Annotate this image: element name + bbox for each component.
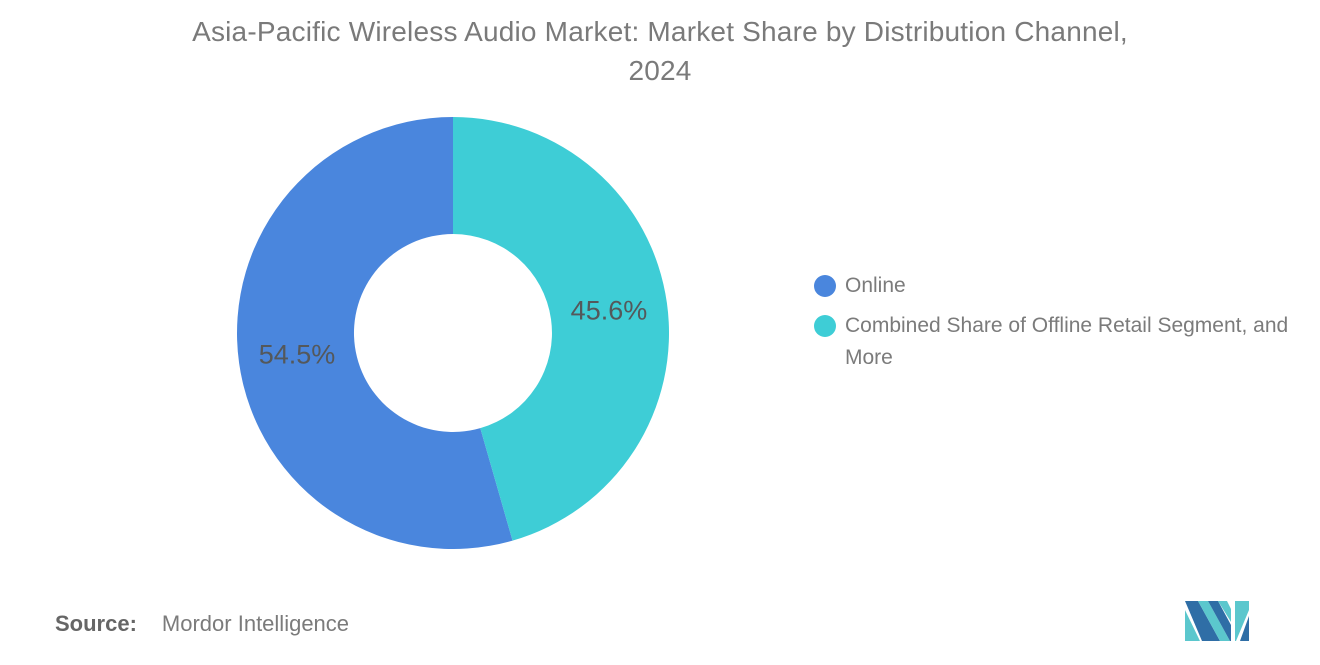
slice-label-offline-retail: 45.6% (570, 295, 648, 326)
logo-shape (1235, 601, 1249, 641)
chart-title-line2: 2024 (628, 55, 692, 86)
slice-online[interactable] (237, 117, 513, 549)
legend-swatch-online (814, 275, 836, 297)
logo-shape (1185, 610, 1200, 641)
donut-chart-svg (237, 117, 670, 549)
source-value: Mordor Intelligence (161, 611, 350, 636)
logo-shape (1240, 616, 1249, 641)
legend-label-offline-retail: Combined Share of Offline Retail Segment… (845, 314, 1289, 369)
chart-title: Asia-Pacific Wireless Audio Market: Mark… (0, 12, 1320, 90)
source-line: Source: Mordor Intelligence (55, 611, 349, 637)
logo-shape (1218, 601, 1231, 622)
mordor-intelligence-logo (1185, 601, 1249, 641)
legend-item-offline-retail[interactable]: Combined Share of Offline Retail Segment… (814, 310, 1305, 374)
logo-shape (1208, 601, 1231, 641)
legend-label-online: Online (845, 274, 906, 297)
slice-label-online: 54.5% (258, 339, 336, 370)
source-label: Source: (55, 611, 137, 636)
legend-item-online[interactable]: Online (814, 270, 1305, 302)
logo-shape (1185, 601, 1220, 641)
logo-shape (1198, 601, 1230, 641)
chart-legend: Online Combined Share of Offline Retail … (814, 270, 1305, 382)
donut-chart: 54.5% 45.6% (237, 117, 670, 549)
chart-title-line1: Asia-Pacific Wireless Audio Market: Mark… (192, 16, 1128, 47)
slice-offline-retail[interactable] (453, 117, 670, 541)
legend-swatch-offline-retail (814, 315, 836, 337)
